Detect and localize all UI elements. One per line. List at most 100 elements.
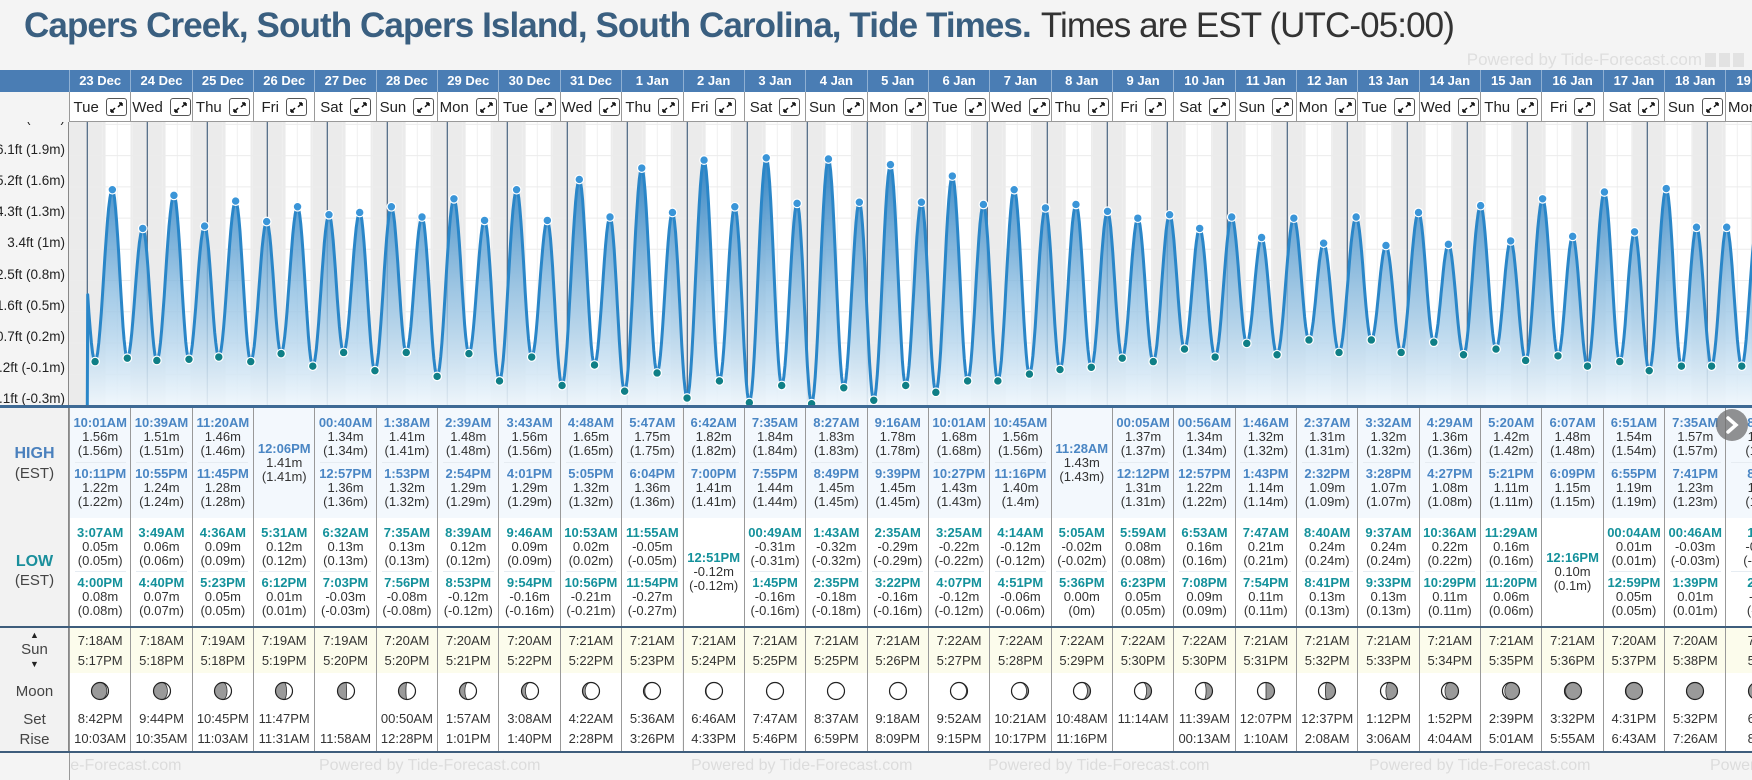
moon-outline [1624, 681, 1644, 701]
expand-day-button[interactable] [1458, 98, 1480, 116]
sun-row-bg [1665, 628, 1726, 673]
day-header: Wed [1418, 92, 1480, 122]
tide-height-alt: (1.19m) [1611, 493, 1657, 509]
moonrise-time: 3:26PM [629, 731, 675, 747]
moonset-time: 10:45PM [196, 711, 249, 727]
high-tide-point [261, 216, 272, 227]
tide-height-alt: (1.08m) [1427, 493, 1473, 509]
divider [1301, 571, 1353, 572]
moonrise-time: 2:08AM [1304, 731, 1350, 747]
expand-day-button[interactable] [285, 98, 307, 116]
tide-time: 12:57PM [319, 465, 372, 481]
tide-height: 1.51m [143, 429, 180, 444]
low-tide-point [1553, 350, 1563, 361]
high-tide-point [1318, 238, 1329, 249]
expand-day-button[interactable] [1638, 98, 1660, 116]
low-tide-point [307, 361, 318, 372]
low-tide-point [151, 355, 162, 366]
expand-day-button[interactable] [1574, 98, 1596, 116]
expand-day-button[interactable] [413, 98, 435, 116]
expand-day-button[interactable] [905, 98, 927, 116]
expand-day-button[interactable] [1517, 98, 1539, 116]
low-tide-point [1179, 344, 1190, 354]
tide-height: 0.08m [1125, 538, 1162, 554]
expand-day-button[interactable] [842, 98, 864, 116]
divider [1179, 571, 1230, 572]
moon-dark-part [1686, 682, 1704, 700]
day-column: 12:06PM 1.41m (1.41m) 5:31AM 0.12m (0.12m) 6:1… [253, 408, 315, 751]
high-tide-entry: 5:20AM 1.42m (1.42m) [1481, 416, 1541, 458]
expand-day-button[interactable] [1087, 98, 1109, 116]
expand-day-button[interactable] [1334, 98, 1356, 116]
day-of-week-label: Wed [132, 98, 163, 116]
date-header: 31 Dec [559, 70, 621, 92]
date-header: 27 Dec [314, 70, 375, 92]
expand-day-button[interactable] [1272, 98, 1294, 116]
high-tide-point [1413, 207, 1424, 218]
expand-day-button[interactable] [105, 98, 127, 116]
low-tide-point [1614, 356, 1625, 367]
high-tide-point [1537, 193, 1548, 204]
low-tide-entry: 11:29AM 0.16m (0.16m) [1481, 525, 1541, 568]
expand-day-button[interactable] [779, 98, 801, 116]
expand-day-button[interactable] [475, 98, 497, 116]
expand-day-button[interactable] [1144, 98, 1166, 116]
tide-height-alt: (1.41m) [691, 493, 737, 509]
moon-outline [1318, 681, 1337, 701]
expand-day-button[interactable] [349, 98, 371, 116]
high-tide-entry: 1:38AM 1.41m (1.41m) [377, 416, 437, 458]
expand-day-button[interactable] [535, 98, 557, 116]
divider [1363, 462, 1414, 463]
expand-day-button[interactable] [658, 98, 680, 116]
date-header: 29 Dec [437, 70, 498, 92]
sunset-time: 5:20PM [323, 653, 368, 668]
expand-day-button[interactable] [228, 98, 250, 116]
expand-day-button[interactable] [1028, 98, 1050, 116]
moon-phase-icon [459, 681, 478, 701]
tide-height-alt: (-0.22m) [934, 552, 984, 568]
next-days-button[interactable] [1716, 409, 1748, 441]
tide-time: 3:32AM [1365, 415, 1412, 430]
low-tide-point [900, 380, 911, 391]
tide-height: 1.83m [818, 429, 855, 444]
tide-height-alt: (0.05m) [200, 602, 246, 618]
expand-day-button[interactable] [1208, 98, 1230, 116]
sun-row-bg [1603, 628, 1665, 673]
y-tick-label: 5.2ft (1.6m) [0, 172, 65, 188]
low-tide-point [245, 356, 256, 367]
day-column: 3:43AM 1.56m (1.56m) 4:01PM 1.29m (1.29m) 9:46… [498, 408, 560, 751]
divider [1608, 462, 1660, 463]
tide-height: 1.57m [1677, 429, 1714, 444]
high-tide-point [449, 193, 459, 204]
tide-height-alt: (0.01m) [261, 602, 307, 618]
tide-height: 0.05m [82, 538, 119, 554]
expand-day-button[interactable] [964, 98, 986, 116]
moon-lit-part [405, 682, 416, 700]
tide-height-alt: (1.41m) [261, 468, 307, 484]
footer-watermark: Powered by Tide-Forecast.com [691, 757, 913, 774]
expand-day-button[interactable] [169, 98, 191, 116]
moonset-time: 4:31PM [1611, 711, 1657, 727]
tide-height-alt: (-0.0 [1743, 552, 1752, 568]
day-column: 6:51AM 1.54m (1.54m) 6:55PM 1.19m (1.19m) 00:0… [1602, 408, 1665, 751]
sunset-time: 5:30PM [1120, 653, 1166, 668]
expand-day-button[interactable] [599, 98, 621, 116]
divider [442, 571, 494, 572]
moon-outline [1440, 681, 1459, 701]
divider [1424, 462, 1476, 463]
tide-height-alt: (1.43m) [1059, 468, 1105, 484]
day-of-week-label: Sun [379, 98, 407, 116]
moonset-time: 10:48AM [1055, 711, 1108, 727]
expand-day-button[interactable] [1701, 98, 1723, 116]
moon-outline [581, 681, 601, 701]
tide-height: 1.43m [1063, 454, 1100, 470]
day-header: Thu [191, 92, 253, 122]
low-tide-point [1148, 356, 1159, 367]
tide-time: 6:53AM [1181, 524, 1228, 540]
moonset-time: 8:42PM [77, 711, 123, 727]
tide-height: -0.12m [448, 588, 489, 604]
tide-height-alt: (1.31m) [1120, 493, 1166, 509]
tide-height-alt: (-0.18m) [811, 602, 861, 618]
expand-day-button[interactable] [715, 98, 737, 116]
expand-day-button[interactable] [1394, 98, 1416, 116]
